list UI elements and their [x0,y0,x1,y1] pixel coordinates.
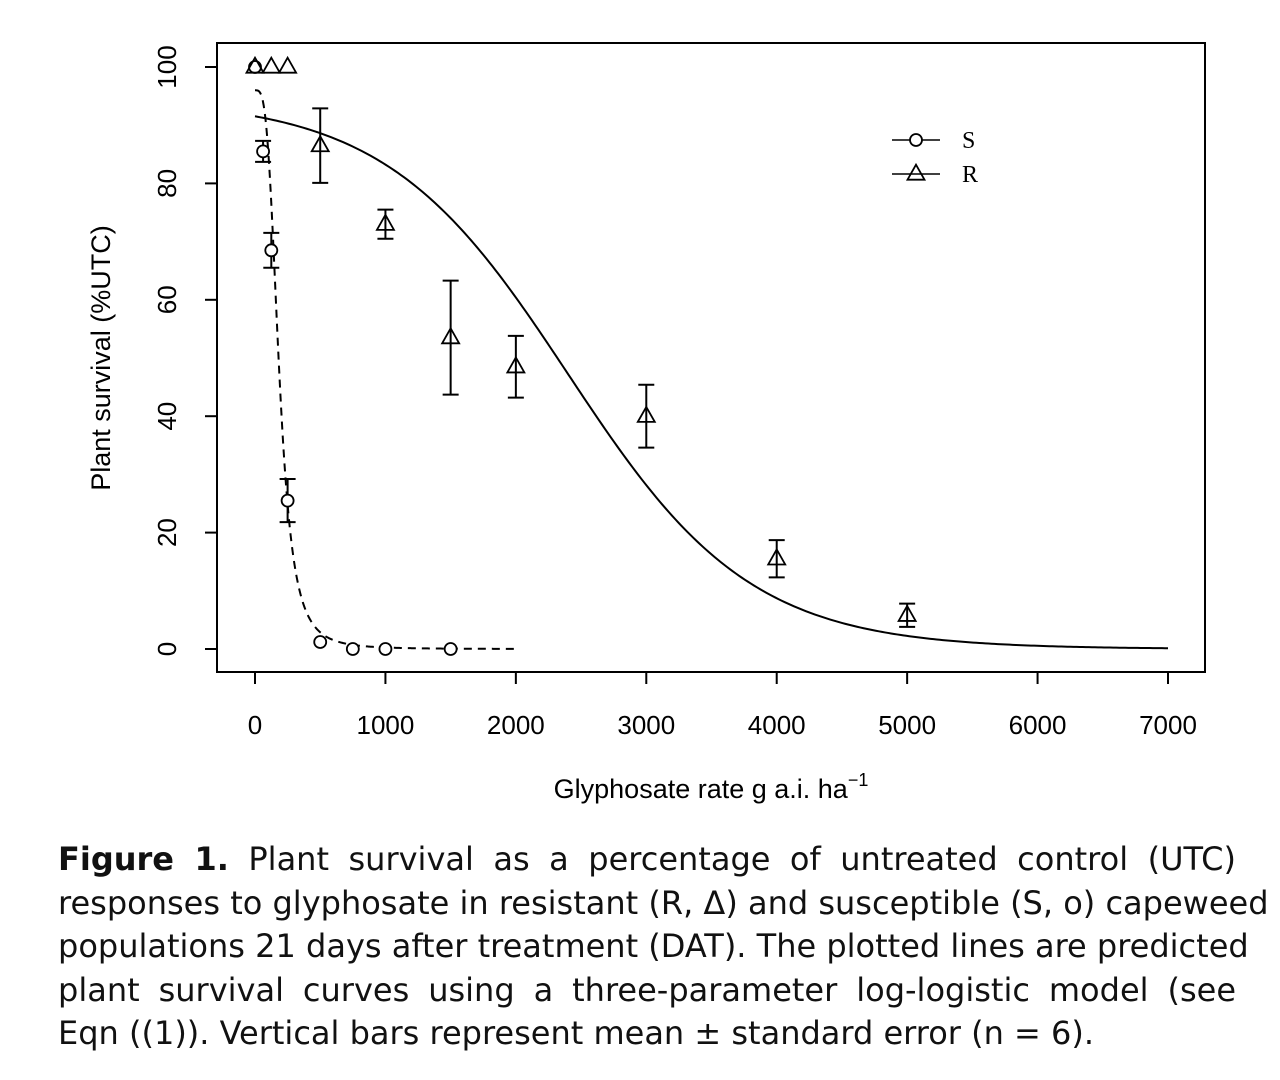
legend-label-S: S [962,128,975,154]
data-point-S [256,144,270,159]
caption-line-4: plant survival curves using a three-para… [58,970,1236,1009]
chart: 0 1000 2000 3000 4000 5000 6000 7000 0 20 40 60 80 1… [86,42,1206,804]
x-axis: 0 1000 2000 3000 4000 5000 6000 7000 [248,671,1197,740]
y-tick-label: 80 [152,169,182,198]
data-point-S [443,642,458,656]
y-axis: 0 20 40 60 80 100 [152,45,218,656]
plot-frame [216,42,1206,673]
y-axis-title: Plant survival (%UTC) [86,225,116,491]
legend: SR [892,128,978,188]
data-point-R [277,55,298,74]
x-tick-label: 2000 [487,710,545,740]
caption-line-5: Eqn ((1)). Vertical bars represent mean … [58,1014,1095,1052]
data-point-R [505,355,526,374]
data-markers [244,55,918,656]
data-point-R [897,604,918,622]
data-point-R [440,326,461,345]
y-tick-label: 40 [152,402,182,431]
x-tick-label: 0 [248,710,262,740]
x-tick-label: 7000 [1139,710,1197,740]
caption-line-1: Plant survival as a percentage of untrea… [228,840,1237,878]
error-bars [255,107,916,628]
fitted-curve-R [254,115,1169,650]
x-tick-label: 6000 [1009,710,1067,740]
fitted-curves [254,89,1169,650]
data-point-S [345,642,360,656]
x-axis-title-main: Glyphosate rate g a.i. ha [554,774,849,804]
data-point-R [636,405,657,423]
data-point-S [280,493,295,508]
data-point-S [313,635,328,649]
y-tick-label: 20 [152,518,182,547]
data-point-S [248,60,262,74]
data-point-R [375,213,396,231]
data-point-S [378,642,393,656]
x-axis-title: Glyphosate rate g a.i. ha−1 [554,770,869,804]
legend-marker-S [909,133,923,147]
y-tick-label: 100 [152,45,182,88]
legend-marker-R [905,162,927,181]
x-axis-title-superscript: −1 [848,770,869,790]
data-point-R [261,55,282,74]
figure-caption: Figure 1. Plant survival as a percentage… [58,838,1269,1056]
y-tick-label: 0 [152,642,182,656]
caption-line-3: populations 21 days after treatment (DAT… [58,927,1249,965]
x-tick-label: 1000 [357,710,415,740]
fitted-curve-S [255,89,516,650]
data-point-R [766,547,787,566]
x-tick-label: 4000 [748,710,806,740]
caption-label: Figure 1. [58,840,229,878]
x-tick-label: 5000 [878,710,936,740]
caption-line-2: responses to glyphosate in resistant (R,… [58,883,1269,922]
legend-label-R: R [962,162,978,188]
y-tick-label: 60 [152,285,182,314]
x-tick-label: 3000 [617,710,675,740]
data-point-R [310,134,331,153]
data-point-S [264,243,279,258]
data-point-R [244,55,266,74]
